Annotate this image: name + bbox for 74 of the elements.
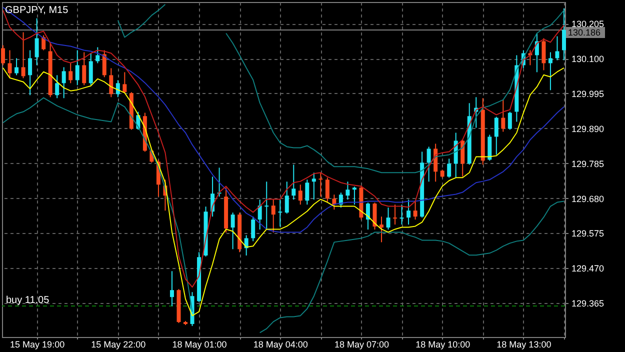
candlestick (393, 204, 398, 226)
x-tick-label: 18 May 01:00 (172, 340, 227, 350)
candlestick (352, 186, 356, 206)
candlestick (318, 172, 323, 198)
candlestick (75, 50, 80, 86)
x-tick-label: 18 May 07:00 (334, 340, 389, 350)
candlestick (542, 38, 546, 71)
candlestick (447, 158, 452, 178)
candlestick (82, 52, 86, 86)
y-tick-label: 129.365 (572, 298, 604, 309)
candlestick (548, 52, 552, 91)
candlestick (332, 194, 336, 210)
y-tick-label: 129.575 (572, 228, 604, 239)
candlestick (400, 204, 404, 226)
candlestick (380, 216, 384, 243)
y-tick-label: 129.680 (572, 194, 604, 204)
candlestick (8, 50, 12, 79)
x-tick-label: 18 May 10:00 (416, 340, 470, 350)
candlestick (68, 62, 73, 84)
candlestick (88, 52, 93, 86)
candlestick (21, 32, 26, 79)
candlestick (305, 179, 310, 206)
candlestick (488, 134, 492, 162)
candlestick (413, 201, 418, 220)
y-tick-label: 130.100 (572, 54, 604, 64)
candlestick (251, 216, 256, 242)
y-tick-label: 129.890 (572, 124, 604, 134)
candlestick (1, 44, 6, 66)
candlestick (122, 72, 127, 94)
line-series (2, 67, 564, 316)
line-series (2, 6, 564, 233)
candlestick (230, 212, 235, 250)
candlestick (366, 202, 370, 230)
candlestick (494, 116, 498, 156)
candlestick (454, 132, 458, 178)
candlestick (346, 181, 350, 200)
candlestick (116, 80, 120, 98)
candlestick (62, 66, 66, 99)
candlestick (278, 199, 282, 228)
candlestick (508, 111, 512, 130)
candlestick (555, 36, 560, 61)
candlestick (109, 68, 114, 98)
candlestick (325, 177, 330, 202)
candlestick (406, 199, 411, 226)
candlestick (460, 139, 465, 178)
candlestick (271, 199, 276, 234)
y-tick-label: 130.205 (572, 19, 604, 30)
candlestick (372, 202, 377, 230)
x-tick-label: 18 May 13:00 (496, 340, 552, 350)
y-tick-label: 129.785 (572, 158, 604, 169)
candlestick (258, 199, 262, 230)
candlestick (312, 172, 316, 200)
x-tick-label: 15 May 22:00 (91, 340, 146, 350)
ref-line-label: 130.186 (568, 27, 601, 38)
candlestick (28, 50, 32, 96)
x-tick-label: 15 May 19:00 (10, 340, 65, 350)
candlestick (298, 184, 302, 206)
ref-line-label: buy 11.05 (6, 295, 50, 306)
candlestick (102, 50, 106, 78)
candlestick (55, 74, 60, 99)
candlestick (501, 99, 506, 132)
candlestick (284, 181, 289, 214)
candlestick (386, 207, 390, 230)
candlestick (292, 164, 296, 200)
candlestick (34, 18, 39, 66)
candlestick (96, 46, 100, 64)
x-tick-label: 18 May 04:00 (253, 340, 308, 350)
candlestick (426, 146, 431, 182)
y-tick-label: 129.470 (572, 264, 604, 274)
candlestick (170, 270, 174, 307)
y-tick-label: 129.995 (572, 88, 604, 99)
candlestick (14, 58, 19, 76)
candlestick (264, 181, 269, 230)
candlestick (338, 192, 343, 208)
